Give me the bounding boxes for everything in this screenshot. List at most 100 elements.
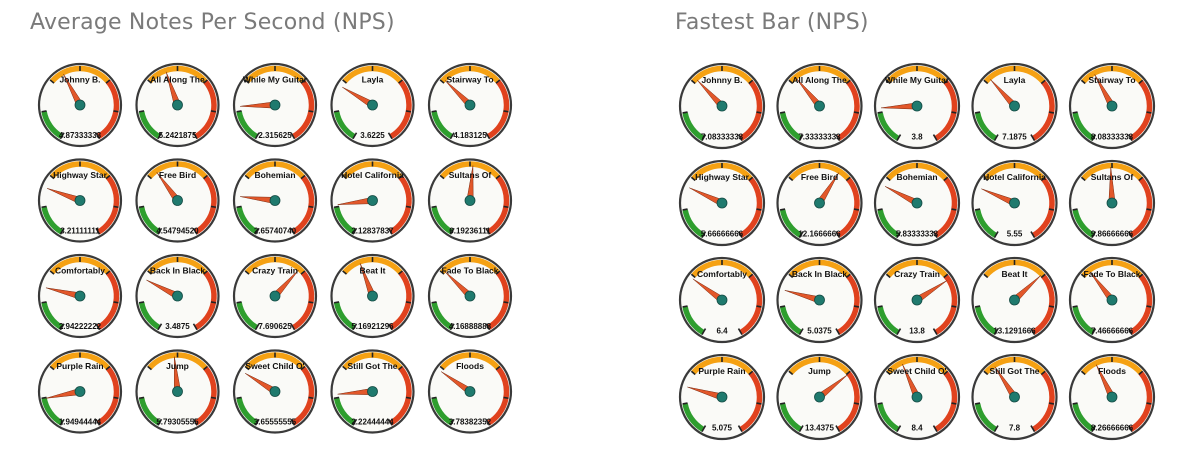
- gauge-tick: [254, 418, 260, 426]
- gauge-label: Jump: [166, 361, 189, 371]
- gauge: Layla 7.1875: [971, 62, 1058, 150]
- gauge-tick: [113, 396, 119, 400]
- gauge-tick: [877, 305, 883, 308]
- gauge-label: Free Bird: [159, 170, 196, 180]
- gauge-tick: [192, 227, 198, 235]
- gauge-band-green: [779, 209, 803, 238]
- gauge-value: 5.66666666: [701, 230, 744, 239]
- gauge-tick: [244, 270, 250, 275]
- gauge-tick: [682, 305, 688, 308]
- gauge-tick: [1040, 370, 1046, 376]
- gauge-hub: [1106, 197, 1118, 209]
- gauge-tick: [290, 227, 296, 235]
- gauge-tick: [1040, 79, 1046, 85]
- gauge-band-green: [1072, 306, 1095, 335]
- gauge: Fade To Black 7.46666666: [1068, 256, 1156, 344]
- gauge-tick: [105, 174, 111, 180]
- gauge-band-green: [431, 110, 454, 139]
- gauge-value: 5.83333333: [896, 230, 939, 239]
- gauge-tick: [147, 79, 152, 84]
- gauge-tick: [779, 305, 786, 308]
- gauge-label: Hotel California: [341, 170, 404, 180]
- gauge-label: Back In Black: [150, 265, 206, 275]
- gauge-tick: [835, 134, 841, 142]
- gauge-value: 3.4875: [165, 322, 190, 331]
- gauge-value: 2.315625: [258, 131, 292, 140]
- gauge-tick: [951, 305, 957, 308]
- gauge: Floods 3.78382352: [427, 349, 513, 434]
- gauge-hub: [814, 197, 825, 209]
- gauge-tick: [932, 231, 938, 239]
- gauge-tick: [737, 425, 743, 433]
- gauge-tick: [1080, 273, 1086, 279]
- fastest-bar-panel: Fastest Bar (NPS) Johnny B. 7.08333333 All…: [600, 0, 1200, 475]
- gauge-value: 6.4: [716, 327, 728, 336]
- gauge-value: 7.8: [1009, 424, 1021, 433]
- gauge-value: 13.1291666: [993, 327, 1036, 336]
- gauge-tick: [308, 205, 314, 209]
- gauge-value: 4.87333333: [59, 131, 102, 140]
- gauge-hub: [911, 294, 923, 306]
- gauge-tick: [951, 402, 957, 405]
- gauge-tick: [147, 270, 152, 275]
- gauge-value: 5.2421875: [159, 131, 197, 140]
- gauge-hub: [911, 197, 923, 209]
- gauge-label: Crazy Train: [894, 269, 940, 279]
- gauge-value: 7.690625: [258, 322, 292, 331]
- gauge-label: Johnny B.: [59, 74, 100, 84]
- gauge-tick: [138, 301, 145, 304]
- gauge-tick: [157, 418, 163, 426]
- gauge-hub: [172, 99, 183, 111]
- gauge: Free Bird 4.54794520: [135, 158, 220, 243]
- gauge-tick: [495, 79, 501, 84]
- gauge-tick: [147, 365, 152, 371]
- gauge-hub: [1106, 391, 1118, 403]
- gauge-hub: [172, 290, 183, 302]
- gauge-band-green: [333, 206, 356, 235]
- gauge-tick: [254, 132, 260, 140]
- gauge-tick: [885, 273, 891, 279]
- gauge-tick: [352, 132, 358, 140]
- gauge-value: 4.183125: [453, 131, 487, 140]
- gauge-tick: [431, 301, 437, 304]
- gauge-tick: [788, 176, 794, 182]
- gauge-tick: [737, 134, 743, 142]
- gauge-band-green: [974, 403, 998, 432]
- gauge-tick: [779, 402, 786, 405]
- gauge-tick: [405, 396, 412, 400]
- gauge-tick: [105, 365, 111, 371]
- gauge-value: 5.16921296: [351, 322, 394, 331]
- gauge-value: 8.4: [911, 424, 923, 433]
- gauge-tick: [333, 396, 340, 400]
- gauge-tick: [138, 205, 145, 209]
- gauge-band-green: [41, 206, 64, 235]
- gauge: Sultans Of 6.19236111: [427, 158, 513, 243]
- gauge-label: Jump: [808, 366, 831, 376]
- gauge-band-green: [138, 110, 161, 139]
- gauge-tick: [974, 111, 981, 114]
- gauge-tick: [398, 270, 403, 275]
- gauge: All Along The 5.2421875: [135, 62, 220, 148]
- gauge-band-green: [682, 209, 705, 238]
- gauge-tick: [951, 208, 957, 211]
- gauge-tick: [503, 205, 509, 209]
- gauge-tick: [95, 418, 101, 426]
- gauge-tick: [896, 231, 902, 239]
- gauge-tick: [59, 323, 65, 331]
- gauge-tick: [1030, 328, 1036, 336]
- panel-title: Average Notes Per Second (NPS): [30, 10, 395, 35]
- gauge-tick: [877, 402, 883, 405]
- gauge-label: Sweet Child O': [887, 366, 946, 376]
- gauge-band-green: [41, 110, 64, 139]
- gauge: Beat It 5.16921296: [330, 253, 415, 339]
- gauge-tick: [690, 176, 696, 182]
- gauge-tick: [300, 270, 306, 275]
- gauge-tick: [1030, 134, 1036, 142]
- gauge-tick: [1091, 328, 1097, 336]
- gauge-hub: [716, 100, 728, 112]
- gauge-tick: [49, 270, 55, 275]
- gauge-tick: [1146, 305, 1152, 308]
- gauge-tick: [236, 396, 242, 400]
- gauge-tick: [485, 132, 491, 140]
- gauge-label: Floods: [1098, 366, 1126, 376]
